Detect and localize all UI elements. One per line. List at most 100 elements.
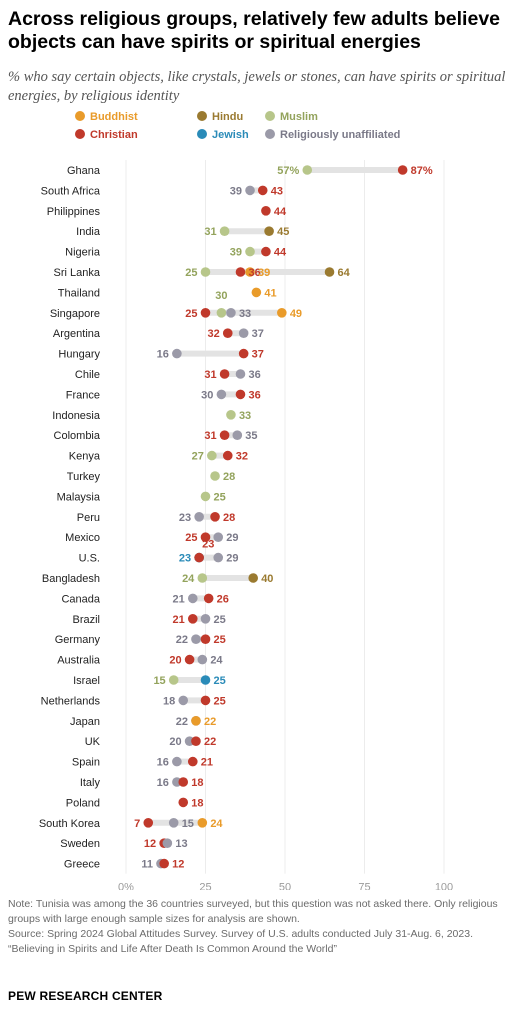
dot-muslim	[245, 246, 255, 257]
value-label-religiously-unaffiliated: 16	[157, 757, 169, 769]
row-hungary: Hungary 16 37	[58, 349, 263, 361]
dot-religiously-unaffiliated	[235, 369, 246, 379]
dot-buddhist	[251, 287, 262, 298]
dot-christian	[159, 858, 169, 869]
country-label: South Korea	[39, 818, 101, 830]
row-indonesia: Indonesia 33	[52, 410, 251, 422]
value-label-christian: 44	[274, 247, 287, 259]
dot-christian	[397, 165, 408, 175]
dot-religiously-unaffiliated	[197, 654, 208, 665]
value-label-hindu: 45	[277, 226, 289, 238]
row-south-africa: South Africa 39 43	[41, 185, 283, 197]
note-text: Note: Tunisia was among the 36 countries…	[8, 898, 498, 925]
row-poland: Poland 18	[66, 797, 204, 809]
row-south-korea: South Korea 7 15 24	[39, 818, 224, 830]
value-label-jewish: 25	[214, 675, 226, 687]
dot-muslim	[197, 573, 208, 583]
value-label-religiously-unaffiliated: 21	[173, 593, 185, 605]
row-greece: Greece 11 12	[64, 859, 184, 871]
row-philippines: Philippines 44	[47, 206, 287, 218]
dot-christian	[222, 450, 233, 461]
value-label-jewish: 23	[179, 553, 191, 565]
country-label: Singapore	[50, 308, 100, 320]
value-label-muslim: 25	[185, 267, 197, 279]
x-tick-label: 0%	[118, 882, 134, 890]
value-label-religiously-unaffiliated: 39	[230, 185, 242, 197]
dot-buddhist	[191, 716, 201, 726]
dot-religiously-unaffiliated	[168, 818, 179, 828]
value-label-religiously-unaffiliated: 25	[214, 614, 226, 626]
row-argentina: Argentina 32 37	[53, 328, 264, 340]
country-label: Nigeria	[65, 247, 101, 259]
value-label-religiously-unaffiliated: 16	[157, 349, 169, 361]
row-brazil: Brazil 21 25	[72, 614, 225, 626]
legend-label-muslim: Muslim	[280, 111, 318, 123]
dot-hindu	[264, 226, 274, 236]
value-label-religiously-unaffiliated: 16	[157, 777, 169, 789]
country-label: Colombia	[54, 430, 101, 442]
value-label-religiously-unaffiliated: 18	[163, 695, 175, 707]
dot-christian	[238, 348, 249, 359]
legend-swatch-hindu	[197, 111, 207, 121]
dot-religiously-unaffiliated	[191, 634, 201, 644]
value-label-christian: 25	[214, 695, 226, 707]
value-label-buddhist: 22	[204, 716, 216, 728]
legend-label-buddhist: Buddhist	[90, 111, 138, 123]
legend-swatch-religiously-unaffiliated	[265, 129, 275, 139]
dot-christian	[261, 206, 271, 216]
value-label-religiously-unaffiliated: 20	[169, 736, 181, 748]
dot-religiously-unaffiliated	[245, 185, 255, 196]
value-label-christian: 28	[223, 512, 235, 524]
country-label: Greece	[64, 859, 100, 871]
value-label-christian: 32	[208, 328, 220, 340]
dot-muslim	[168, 675, 179, 685]
value-label-christian: 36	[248, 267, 260, 279]
country-label: Sri Lanka	[54, 267, 101, 279]
value-label-christian: 31	[204, 369, 216, 381]
dot-christian	[219, 369, 230, 379]
x-tick-label: 100	[435, 882, 453, 890]
dot-christian	[191, 736, 201, 746]
dot-buddhist	[277, 308, 287, 318]
row-malaysia: Malaysia 25	[57, 491, 226, 503]
country-label: Netherlands	[41, 695, 101, 707]
dot-christian	[235, 267, 246, 277]
row-mexico: Mexico 25 29	[65, 532, 238, 544]
row-france: France 30 36	[66, 389, 261, 401]
value-label-muslim: 33	[239, 410, 251, 422]
dot-christian	[187, 614, 198, 624]
dot-religiously-unaffiliated	[178, 695, 189, 706]
value-label-christian: 25	[185, 308, 197, 320]
dot-religiously-unaffiliated	[226, 308, 236, 318]
dot-religiously-unaffiliated	[213, 552, 224, 563]
dot-christian	[187, 756, 198, 767]
country-label: Peru	[77, 512, 100, 524]
row-colombia: Colombia 31 35	[54, 430, 258, 442]
country-label: Japan	[70, 716, 100, 728]
value-label-christian: 31	[204, 430, 216, 442]
value-label-religiously-unaffiliated: 24	[210, 655, 223, 667]
legend-swatch-muslim	[265, 111, 275, 121]
value-label-muslim: 31	[204, 226, 216, 238]
dot-christian	[184, 654, 195, 665]
row-ghana: Ghana 57% 87%	[67, 165, 433, 177]
value-label-christian: 44	[274, 206, 287, 218]
value-label-religiously-unaffiliated: 29	[226, 532, 238, 544]
dot-muslim	[226, 410, 236, 420]
value-label-muslim: 25	[214, 491, 226, 503]
legend-label-hindu: Hindu	[212, 111, 243, 123]
row-kenya: Kenya 27 32	[69, 451, 248, 463]
dot-religiously-unaffiliated	[162, 838, 173, 848]
value-label-religiously-unaffiliated: 36	[248, 369, 260, 381]
country-label: Sweden	[60, 838, 100, 850]
value-label-religiously-unaffiliated: 33	[239, 308, 251, 320]
chart-subtitle: % who say certain objects, like crystals…	[8, 69, 506, 104]
value-label-christian: 18	[191, 797, 203, 809]
country-label: Bangladesh	[42, 573, 100, 585]
value-label-muslim: 30	[215, 290, 227, 302]
row-australia: Australia 20 24	[57, 655, 223, 667]
chart-rows: Ghana 57% 87% South Africa 39 43 Philippines 44…	[39, 165, 433, 871]
chart-legend: Buddhist Hindu Muslim Christian Jewish Religi…	[75, 111, 400, 141]
country-label: India	[76, 226, 101, 238]
